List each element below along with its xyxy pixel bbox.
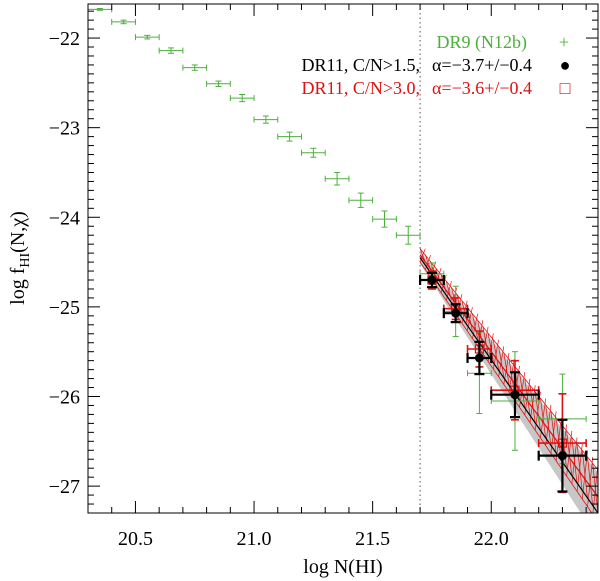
fit-line-black [419, 257, 598, 513]
y-tick-label: −23 [49, 118, 80, 140]
x-tick-label: 21.5 [355, 528, 390, 550]
y-axis-label-tail: (N,χ) [7, 211, 29, 253]
legend-alpha-dr11-cn30: α=−3.6+/−0.4 [432, 78, 532, 98]
dr9-point [300, 147, 326, 158]
dr9-point [372, 210, 397, 228]
y-tick-label: −27 [49, 476, 80, 498]
dr9-point [158, 47, 184, 54]
legend: DR9 (N12b) + DR11, C/N>1.5, α=−3.7+/−0.4… [302, 32, 571, 98]
dr9-point [348, 192, 374, 208]
dr11-cn15-marker [510, 390, 520, 400]
legend-label-dr11-cn15: DR11, C/N>1.5, [302, 55, 421, 75]
plot-frame [87, 3, 599, 514]
y-tick-label: −25 [49, 297, 80, 319]
x-tick-label: 20.5 [118, 528, 153, 550]
fit-line-red [419, 254, 598, 498]
legend-label-dr11-cn30: DR11, C/N>3.0, [302, 78, 421, 98]
y-tick-label: −22 [49, 28, 80, 50]
dr11-cn15-point [466, 340, 493, 376]
dr9-point [277, 131, 302, 142]
dr11-cn15-marker [474, 353, 484, 363]
dr11-cn15-marker [557, 451, 567, 461]
legend-marker-dr11-cn15: ● [560, 55, 571, 75]
dr9-point [182, 64, 208, 71]
dr11-cn15-marker [427, 275, 437, 285]
y-axis-label-sub: HI [18, 252, 33, 267]
y-axis-label: log fHI(N,χ) [7, 211, 33, 305]
x-tick-label: 22.0 [474, 528, 509, 550]
dr9-point [395, 225, 421, 245]
legend-alpha-dr11-cn15: α=−3.7+/−0.4 [432, 55, 532, 75]
x-tick-label: 21.0 [237, 528, 272, 550]
dr9-point [253, 115, 279, 124]
dr11-cn15-point [537, 418, 588, 493]
axes: 20.5 21.0 21.5 22.0 −22 −23 −24 −25 −26 −27 [49, 4, 598, 550]
fit-confidence-band [420, 251, 598, 513]
x-axis-label: log N(HI) [303, 556, 382, 578]
plot-area [88, 4, 598, 513]
dr11-cn15-marker [451, 308, 461, 318]
dr11-cn15-point [442, 303, 469, 324]
y-tick-label: −24 [49, 207, 80, 229]
y-tick-label: −26 [49, 387, 80, 409]
legend-marker-dr11-cn30: □ [560, 78, 571, 98]
red-fit-upper-bound [419, 248, 598, 471]
dr9-point [229, 94, 255, 103]
dr9-point [111, 18, 136, 25]
y-axis-label-main: log f [7, 267, 29, 305]
legend-marker-dr9: + [559, 32, 569, 52]
dr11-cn15-point [418, 271, 445, 289]
dr9-point [134, 34, 160, 41]
legend-label-dr9: DR9 (N12b) [437, 32, 528, 53]
dr9-point [324, 171, 350, 186]
dr11-cn15-point [490, 371, 540, 419]
red-fit-lower-bound [419, 261, 593, 513]
dr9-point [206, 80, 231, 87]
